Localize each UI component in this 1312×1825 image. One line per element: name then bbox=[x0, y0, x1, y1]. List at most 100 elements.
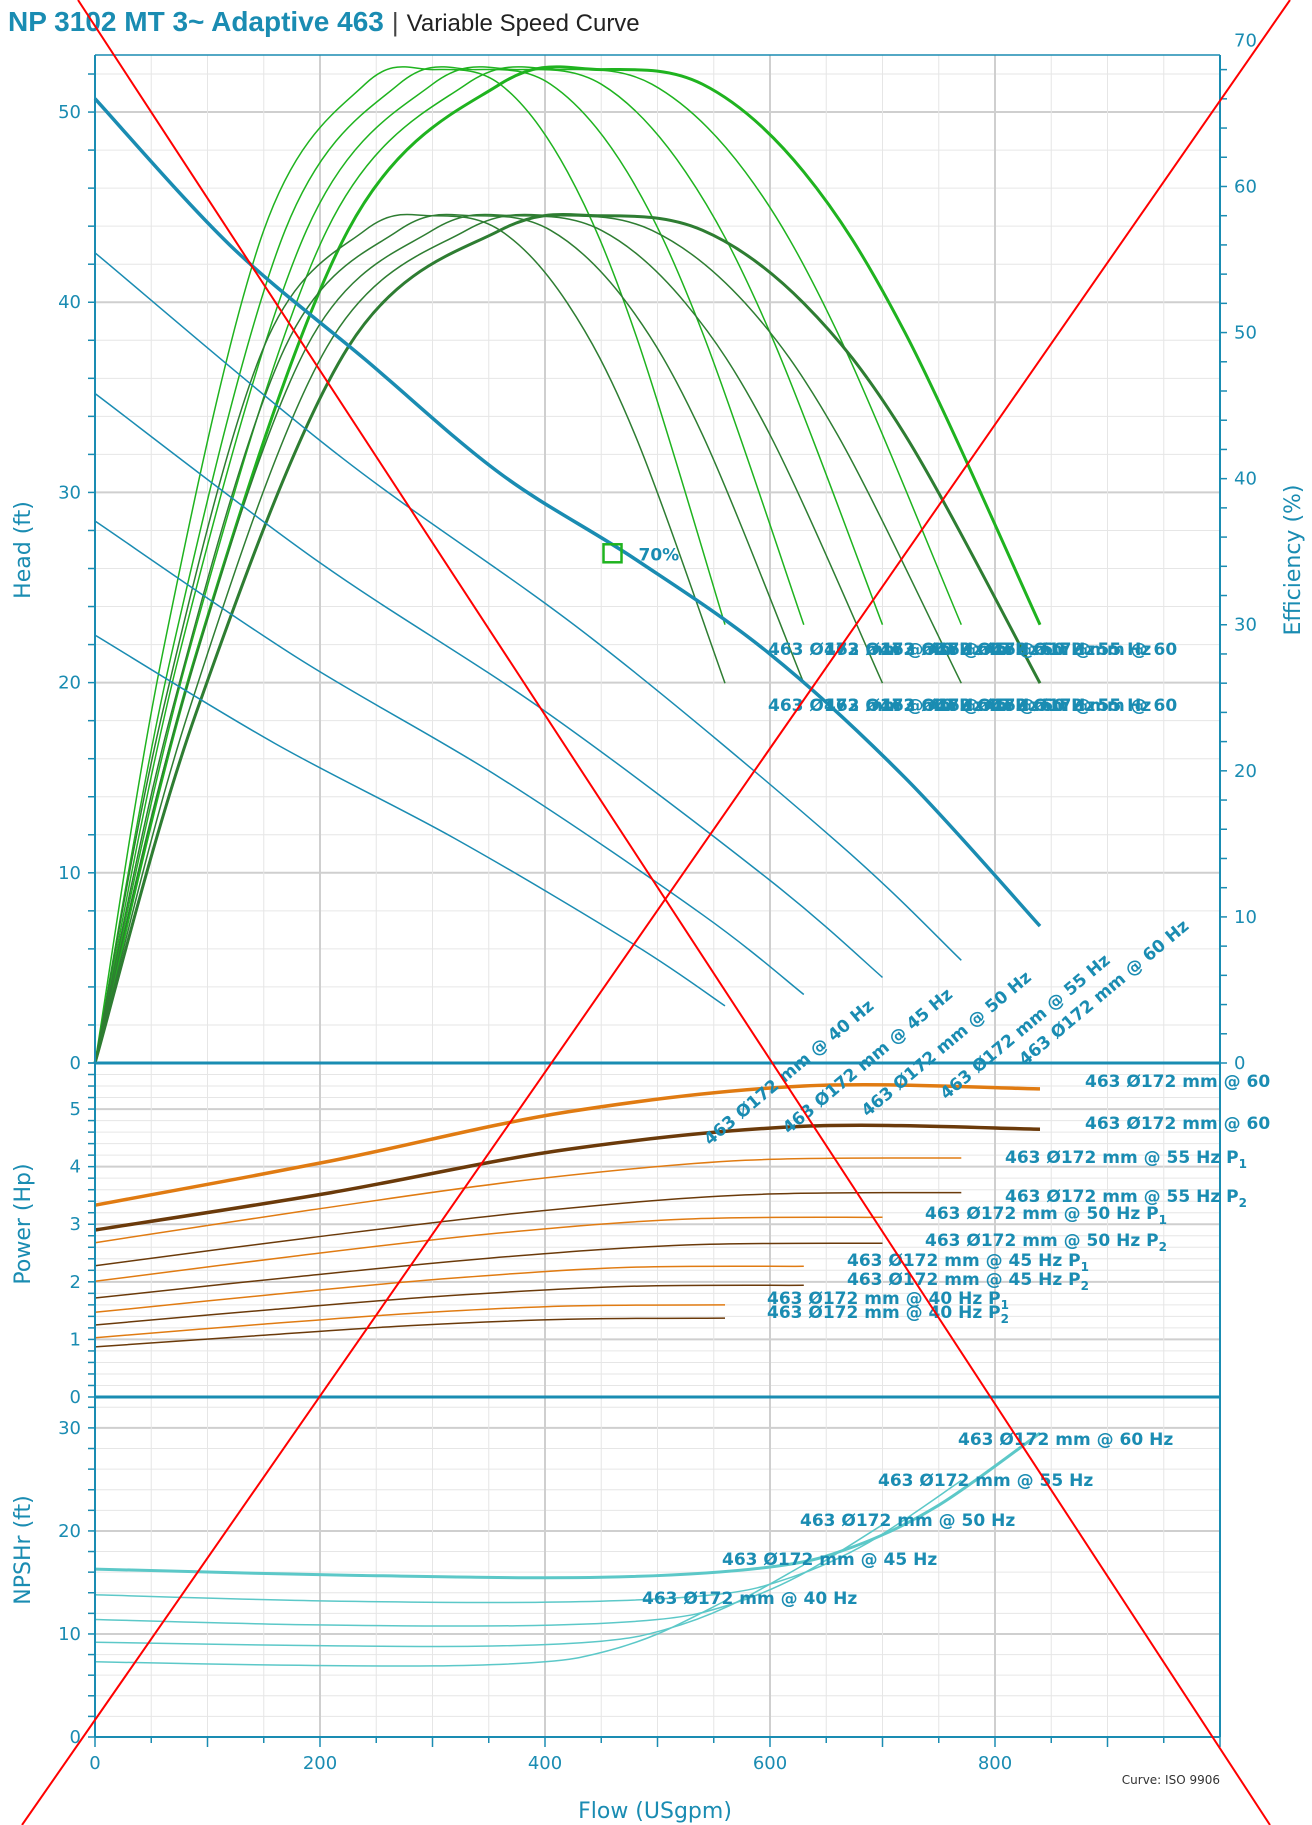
x-tick-label: 0 bbox=[89, 1753, 100, 1774]
head-axis-title: Head (ft) bbox=[11, 501, 36, 599]
efficiency-tick-label: 60 bbox=[1234, 176, 1257, 197]
red-x-overlay bbox=[21, 0, 1291, 1825]
efficiency-p2-label: 463 Ø172 mm @ 45 Hz bbox=[824, 696, 1039, 716]
axes-layer: 0102030405001234501020300102030405060700… bbox=[58, 30, 1257, 1774]
curves-layer bbox=[93, 65, 1042, 1667]
npsh-curve bbox=[94, 1479, 962, 1604]
chart-subtitle: Variable Speed Curve bbox=[406, 10, 640, 37]
head-tick-label: 40 bbox=[58, 292, 81, 313]
overlay-diagonal-down bbox=[77, 0, 1271, 1825]
power-tick-label: 0 bbox=[70, 1387, 81, 1408]
x-tick-label: 400 bbox=[528, 1753, 562, 1774]
power-p1-curve bbox=[94, 1157, 962, 1244]
power-tick-label: 5 bbox=[70, 1099, 81, 1120]
efficiency-p2-curve bbox=[94, 213, 962, 1064]
head-curve bbox=[94, 634, 726, 1007]
chart-title: NP 3102 MT 3~ Adaptive 463 bbox=[8, 6, 384, 37]
efficiency-axis-title: Efficiency (%) bbox=[1281, 484, 1306, 635]
power-tick-label: 1 bbox=[70, 1329, 81, 1350]
efficiency-tick-label: 0 bbox=[1234, 1053, 1245, 1074]
power-p2-curve bbox=[94, 1191, 962, 1267]
efficiency-p2-curve bbox=[94, 213, 805, 1064]
npsh-curve bbox=[94, 1524, 883, 1627]
npsh-axis-title: NPSHr (ft) bbox=[11, 1495, 36, 1604]
power-curve-label: 463 Ø172 mm @ 40 Hz P1 bbox=[767, 1289, 1009, 1312]
npsh-tick-label: 20 bbox=[58, 1521, 81, 1542]
power-p1-curve bbox=[94, 1083, 1041, 1207]
npsh-curve bbox=[94, 1600, 726, 1667]
power-p2-curve bbox=[94, 1123, 1041, 1232]
head-tick-label: 50 bbox=[58, 102, 81, 123]
efficiency-tick-label: 70 bbox=[1234, 30, 1257, 51]
bep-marker bbox=[602, 543, 623, 564]
head-curve bbox=[94, 392, 883, 978]
power-curve-label: 463 Ø172 mm @ 40 Hz P2 bbox=[767, 1303, 1009, 1326]
power-p2-curve bbox=[94, 1242, 883, 1299]
x-axis-title: Flow (USgpm) bbox=[578, 1799, 732, 1824]
curve-standard-note: Curve: ISO 9906 bbox=[1122, 1773, 1220, 1787]
npsh-curve-label: 463 Ø172 mm @ 60 Hz bbox=[958, 1430, 1173, 1450]
efficiency-p1-curve bbox=[94, 66, 805, 1064]
x-tick-label: 200 bbox=[303, 1753, 337, 1774]
head-tick-label: 30 bbox=[58, 482, 81, 503]
efficiency-p1-label: 463 Ø172 mm @ 50 Hz bbox=[880, 640, 1095, 660]
power-p2-curve bbox=[94, 1284, 804, 1326]
npsh-curve-label: 463 Ø172 mm @ 50 Hz bbox=[800, 1511, 1015, 1531]
npsh-curve-label: 463 Ø172 mm @ 55 Hz bbox=[878, 1471, 1093, 1491]
power-tick-label: 2 bbox=[70, 1272, 81, 1293]
efficiency-tick-label: 10 bbox=[1234, 907, 1257, 928]
efficiency-p1-curve bbox=[94, 66, 726, 1064]
head-curve bbox=[93, 97, 1042, 928]
efficiency-p1-label: 463 Ø172 mm @ 45 Hz bbox=[824, 640, 1039, 660]
efficiency-p1-curve bbox=[94, 66, 962, 1064]
head-tick-label: 10 bbox=[58, 863, 81, 884]
chart-title-bar: NP 3102 MT 3~ Adaptive 463 | Variable Spee… bbox=[8, 6, 640, 38]
npsh-curve-label: 463 Ø172 mm @ 45 Hz bbox=[722, 1550, 937, 1570]
npsh-curve bbox=[94, 1431, 1041, 1580]
head-curve bbox=[94, 252, 962, 961]
power-p2-curve bbox=[94, 1317, 726, 1348]
x-tick-label: 600 bbox=[753, 1753, 787, 1774]
power-curve-label: 463 Ø172 mm @ 50 Hz P2 bbox=[925, 1231, 1167, 1254]
overlay-diagonal-up bbox=[21, 0, 1291, 1825]
power-curve-label: 463 Ø172 mm @ 55 Hz P1 bbox=[1005, 1148, 1247, 1171]
power-p1-curve bbox=[94, 1265, 804, 1314]
efficiency-p2-label: 463 Ø172 mm @ 50 Hz bbox=[880, 696, 1095, 716]
title-separator: | bbox=[391, 7, 399, 37]
power-p1-curve bbox=[94, 1216, 883, 1283]
power-tick-label: 4 bbox=[70, 1157, 81, 1178]
npsh-curve-label: 463 Ø172 mm @ 40 Hz bbox=[642, 1589, 857, 1609]
head-tick-label: 0 bbox=[70, 1053, 81, 1074]
head-curve-label: 463 Ø172 mm @ 60 Hz bbox=[1015, 916, 1193, 1070]
power-curve-label: 463 Ø172 mm @ 55 Hz P2 bbox=[1005, 1187, 1247, 1210]
power-tick-label: 3 bbox=[70, 1214, 81, 1235]
efficiency-p2-curve bbox=[93, 213, 1042, 1064]
power-curve-label: 463 Ø172 mm @ 50 Hz P1 bbox=[925, 1204, 1167, 1227]
efficiency-p1-label: 463 Ø172 mm @ 40 Hz bbox=[768, 640, 983, 660]
efficiency-p2-label: 463 Ø172 mm @ 60 bbox=[992, 696, 1177, 716]
head-curve bbox=[94, 520, 805, 996]
npsh-curve bbox=[94, 1564, 805, 1648]
efficiency-p1-label: 463 Ø172 mm @ 55 Hz bbox=[936, 640, 1151, 660]
efficiency-p1-label: 463 Ø172 mm @ 60 bbox=[992, 640, 1177, 660]
efficiency-p2-curve bbox=[94, 213, 884, 1064]
npsh-tick-label: 30 bbox=[58, 1418, 81, 1439]
npsh-tick-label: 0 bbox=[70, 1727, 81, 1748]
bep-label: 70% bbox=[639, 545, 680, 565]
power-p1-curve bbox=[94, 1304, 726, 1339]
npsh-tick-label: 10 bbox=[58, 1624, 81, 1645]
power-curve-label: 463 Ø172 mm @ 45 Hz P2 bbox=[847, 1270, 1089, 1293]
efficiency-tick-label: 30 bbox=[1234, 615, 1257, 636]
efficiency-p1-curve bbox=[94, 66, 884, 1064]
power-curve-label: 463 Ø172 mm @ 60 bbox=[1085, 1114, 1270, 1134]
x-tick-label: 800 bbox=[978, 1753, 1012, 1774]
power-axis-title: Power (Hp) bbox=[11, 1163, 36, 1284]
efficiency-p2-label: 463 Ø172 mm @ 40 Hz bbox=[768, 696, 983, 716]
head-tick-label: 20 bbox=[58, 673, 81, 694]
efficiency-tick-label: 20 bbox=[1234, 761, 1257, 782]
efficiency-p2-curve bbox=[94, 213, 726, 1064]
power-curve-label: 463 Ø172 mm @ 60 bbox=[1085, 1072, 1270, 1092]
efficiency-tick-label: 50 bbox=[1234, 323, 1257, 344]
